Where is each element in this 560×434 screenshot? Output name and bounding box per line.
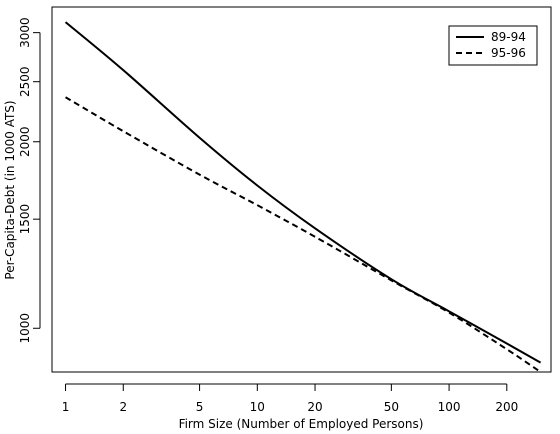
series-line-89-94 <box>64 21 542 364</box>
legend-box <box>448 25 538 66</box>
x-tick-label: 2 <box>119 400 127 414</box>
series-line-95-96 <box>65 96 542 373</box>
y-axis: 1000 1500 2000 2500 3000 <box>18 17 41 344</box>
x-tick-label: 10 <box>250 400 265 414</box>
legend: 89-94 95-96 <box>448 25 538 66</box>
x-tick-label: 20 <box>307 400 322 414</box>
x-tick-label: 200 <box>495 400 518 414</box>
legend-label-89-94: 89-94 <box>491 30 526 44</box>
y-tick-label: 1000 <box>18 313 32 344</box>
y-axis-label: Per-Capita-Debt (in 1000 ATS) <box>3 100 17 279</box>
legend-label-95-96: 95-96 <box>491 46 526 60</box>
x-axis: 1 2 5 10 20 50 100 200 <box>62 383 518 414</box>
x-tick-label: 50 <box>384 400 399 414</box>
y-tick-label: 3000 <box>18 17 32 48</box>
x-tick-label: 100 <box>438 400 461 414</box>
series-layer <box>64 21 542 373</box>
plot-frame <box>51 6 552 373</box>
x-tick-label: 1 <box>62 400 70 414</box>
x-axis-label: Firm Size (Number of Employed Persons) <box>179 417 424 431</box>
y-tick-label: 1500 <box>18 204 32 235</box>
y-tick-label: 2000 <box>18 126 32 157</box>
y-tick-label: 2500 <box>18 66 32 97</box>
x-tick-label: 5 <box>196 400 204 414</box>
